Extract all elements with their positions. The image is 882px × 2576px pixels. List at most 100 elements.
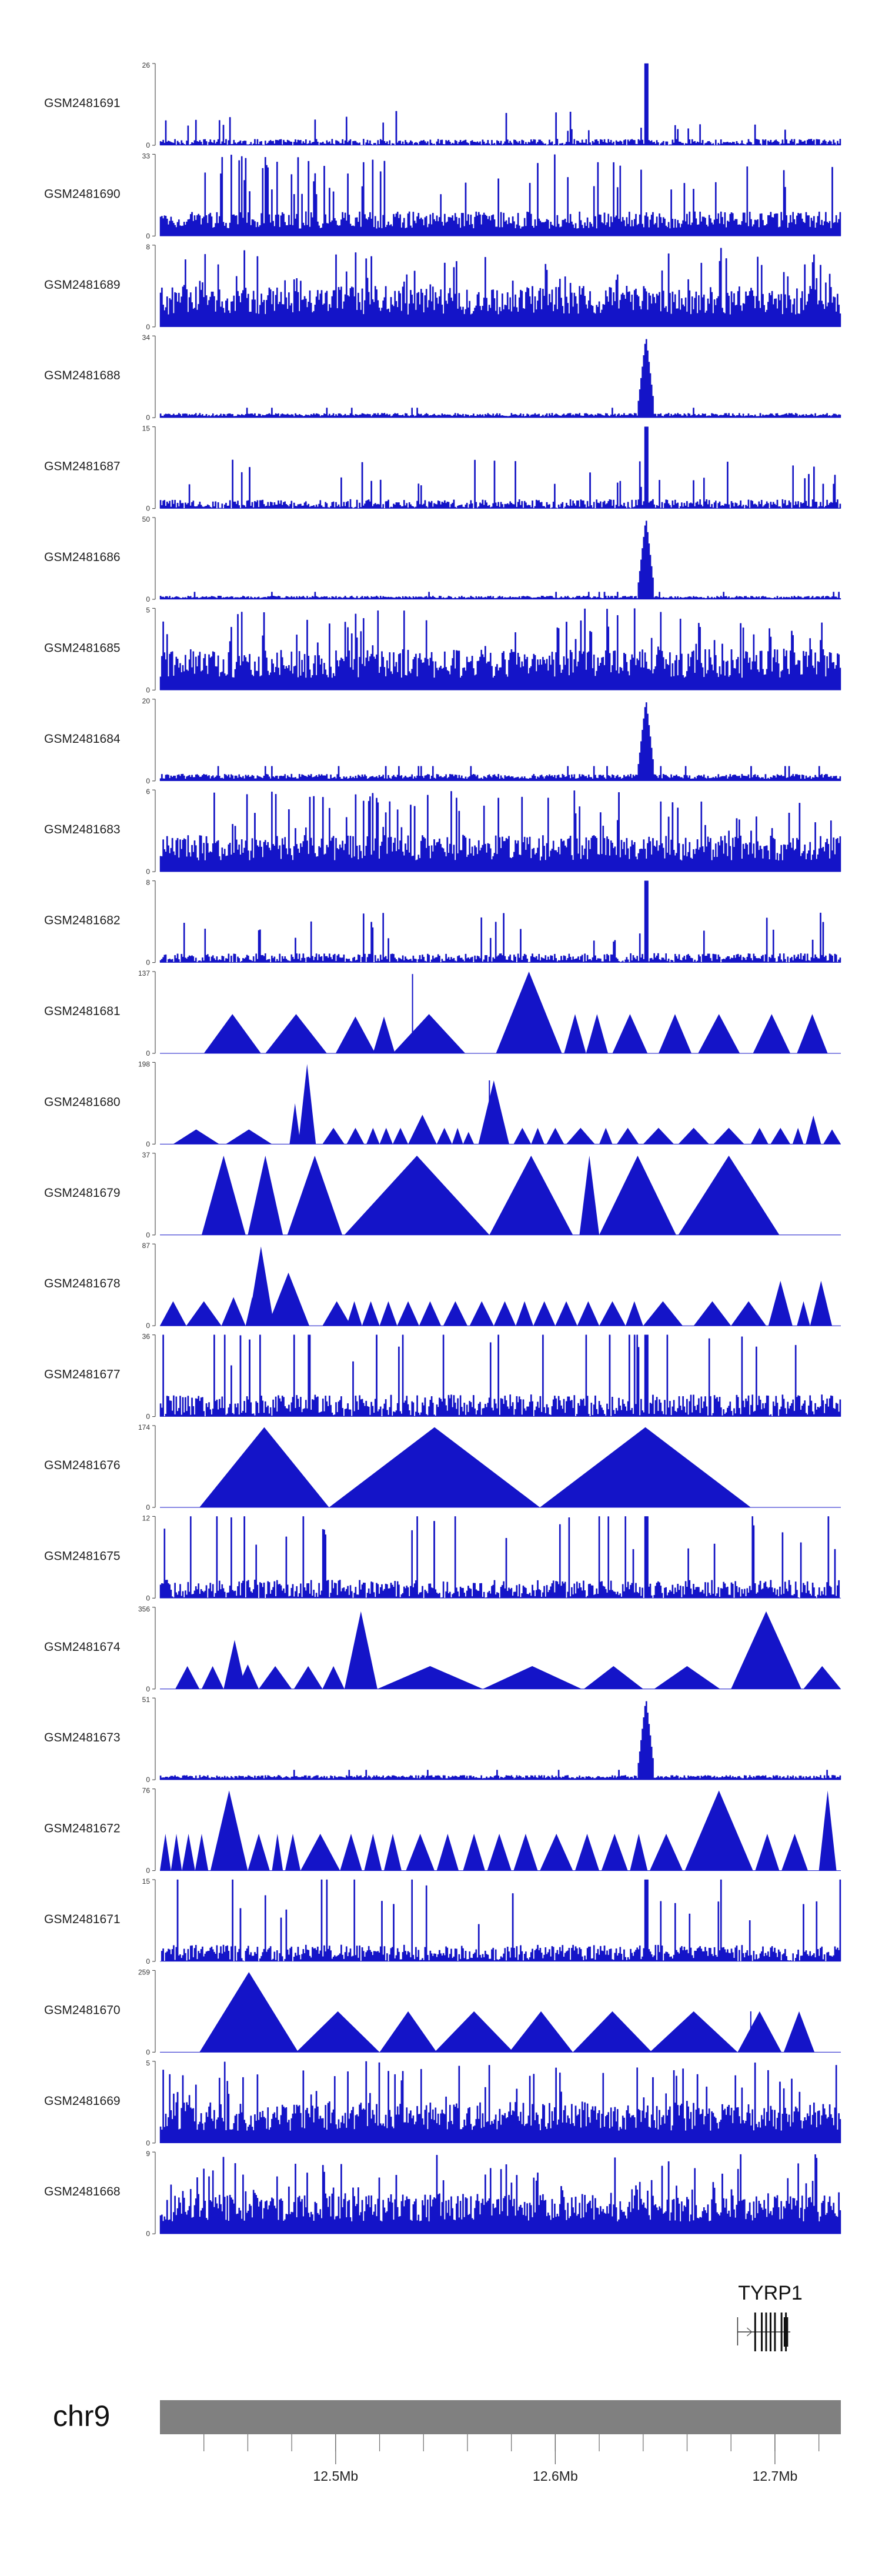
y-min-label: 0 bbox=[146, 141, 150, 149]
track-GSM2481679: GSM2481679 37 0 bbox=[44, 1151, 841, 1239]
y-max-label: 8 bbox=[146, 243, 150, 251]
signal-segment bbox=[531, 1127, 544, 1144]
signal-segment bbox=[489, 1155, 573, 1235]
signal-segment bbox=[823, 1129, 841, 1144]
signal-segment bbox=[419, 1301, 442, 1326]
signal-segment bbox=[509, 2011, 573, 2053]
signal-profile bbox=[159, 608, 841, 690]
signal-segment bbox=[513, 1127, 532, 1144]
y-max-label: 33 bbox=[142, 152, 151, 160]
signal-segment bbox=[379, 2011, 437, 2053]
signal-segment bbox=[377, 1666, 483, 1689]
gene-exon bbox=[765, 2313, 767, 2351]
signal-segment bbox=[344, 1611, 377, 1689]
track-GSM2481677: GSM2481677 36 0 bbox=[44, 1333, 841, 1421]
signal-segment bbox=[366, 1127, 380, 1144]
signal-segment bbox=[248, 1155, 283, 1235]
y-min-label: 0 bbox=[146, 1594, 150, 1602]
signal-segment bbox=[781, 1834, 808, 1871]
y-min-label: 0 bbox=[146, 1867, 150, 1875]
y-max-label: 15 bbox=[142, 425, 151, 433]
signal-segment bbox=[436, 1127, 452, 1144]
track-GSM2481689: GSM2481689 8 0 bbox=[44, 243, 841, 331]
signal-segment bbox=[384, 1834, 402, 1871]
signal-segment bbox=[810, 1280, 833, 1326]
track-label: GSM2481682 bbox=[44, 914, 121, 927]
y-max-label: 5 bbox=[146, 2059, 150, 2067]
y-min-label: 0 bbox=[146, 777, 150, 785]
signal-segment bbox=[203, 1014, 261, 1053]
signal-segment bbox=[452, 1127, 463, 1144]
signal-segment bbox=[678, 1127, 709, 1144]
x-axis-label: 12.5Mb bbox=[313, 2468, 358, 2484]
signal-segment bbox=[173, 1129, 219, 1144]
signal-profile bbox=[159, 1334, 841, 1417]
signal-segment bbox=[293, 1666, 323, 1689]
signal-segment bbox=[344, 1155, 490, 1235]
track-label: GSM2481677 bbox=[44, 1368, 121, 1382]
track-GSM2481678: GSM2481678 87 0 bbox=[44, 1242, 841, 1330]
track-label: GSM2481671 bbox=[44, 1913, 121, 1926]
track-label: GSM2481690 bbox=[44, 187, 121, 201]
track-label: GSM2481673 bbox=[44, 1731, 121, 1744]
signal-segment bbox=[513, 1834, 538, 1871]
signal-segment bbox=[750, 1127, 769, 1144]
track-GSM2481691: GSM2481691 26 0 bbox=[44, 61, 841, 149]
signal-profile bbox=[159, 1516, 841, 1599]
signal-segment bbox=[364, 1834, 382, 1871]
signal-segment bbox=[643, 1127, 674, 1144]
x-axis-label: 12.6Mb bbox=[533, 2468, 578, 2484]
signal-segment bbox=[577, 1301, 600, 1326]
signal-segment bbox=[797, 1014, 828, 1053]
track-GSM2481668: GSM2481668 9 0 bbox=[44, 2150, 841, 2238]
signal-segment bbox=[379, 1301, 397, 1326]
track-GSM2481686: GSM2481686 50 0 bbox=[44, 515, 841, 603]
signal-profile bbox=[159, 248, 841, 327]
signal-segment bbox=[564, 1014, 586, 1053]
track-label: GSM2481670 bbox=[44, 2003, 121, 2017]
signal-segment bbox=[731, 1611, 801, 1689]
y-max-label: 36 bbox=[142, 1333, 151, 1341]
signal-segment bbox=[579, 1155, 600, 1235]
signal-segment bbox=[362, 1301, 380, 1326]
y-min-label: 0 bbox=[146, 1685, 150, 1693]
y-min-label: 0 bbox=[146, 686, 150, 694]
track-GSM2481669: GSM2481669 5 0 bbox=[44, 2059, 841, 2147]
signal-profile bbox=[159, 790, 841, 872]
track-label: GSM2481689 bbox=[44, 278, 121, 292]
signal-segment bbox=[272, 1834, 283, 1871]
track-label: GSM2481668 bbox=[44, 2185, 121, 2198]
signal-segment bbox=[160, 1834, 171, 1871]
signal-segment bbox=[654, 1666, 720, 1689]
gene-track: TYRP1 bbox=[737, 2282, 803, 2351]
track-label: GSM2481685 bbox=[44, 641, 121, 655]
signal-segment bbox=[583, 1666, 643, 1689]
signal-segment bbox=[406, 1834, 435, 1871]
y-max-label: 174 bbox=[138, 1423, 150, 1432]
y-max-label: 5 bbox=[146, 606, 150, 614]
signal-segment bbox=[555, 1301, 577, 1326]
signal-segment bbox=[175, 1666, 200, 1689]
gene-exon bbox=[769, 2313, 771, 2351]
signal-segment bbox=[201, 1666, 224, 1689]
y-min-label: 0 bbox=[146, 1776, 150, 1784]
signal-segment bbox=[546, 1127, 564, 1144]
y-min-label: 0 bbox=[146, 232, 150, 240]
y-max-label: 6 bbox=[146, 788, 150, 796]
signal-segment bbox=[340, 1834, 362, 1871]
signal-segment bbox=[298, 1064, 316, 1144]
track-label: GSM2481675 bbox=[44, 1549, 121, 1563]
signal-segment bbox=[803, 1666, 841, 1689]
gene-exon bbox=[774, 2313, 776, 2351]
signal-segment bbox=[737, 2011, 782, 2053]
y-max-label: 15 bbox=[142, 1877, 151, 1886]
signal-profile bbox=[159, 2061, 841, 2143]
signal-segment bbox=[201, 1155, 246, 1235]
gene-exon bbox=[754, 2313, 756, 2351]
signal-segment bbox=[731, 1301, 766, 1326]
signal-segment bbox=[650, 2011, 738, 2053]
signal-segment bbox=[346, 1301, 362, 1326]
signal-profile bbox=[159, 2154, 841, 2234]
signal-segment bbox=[373, 1016, 395, 1053]
